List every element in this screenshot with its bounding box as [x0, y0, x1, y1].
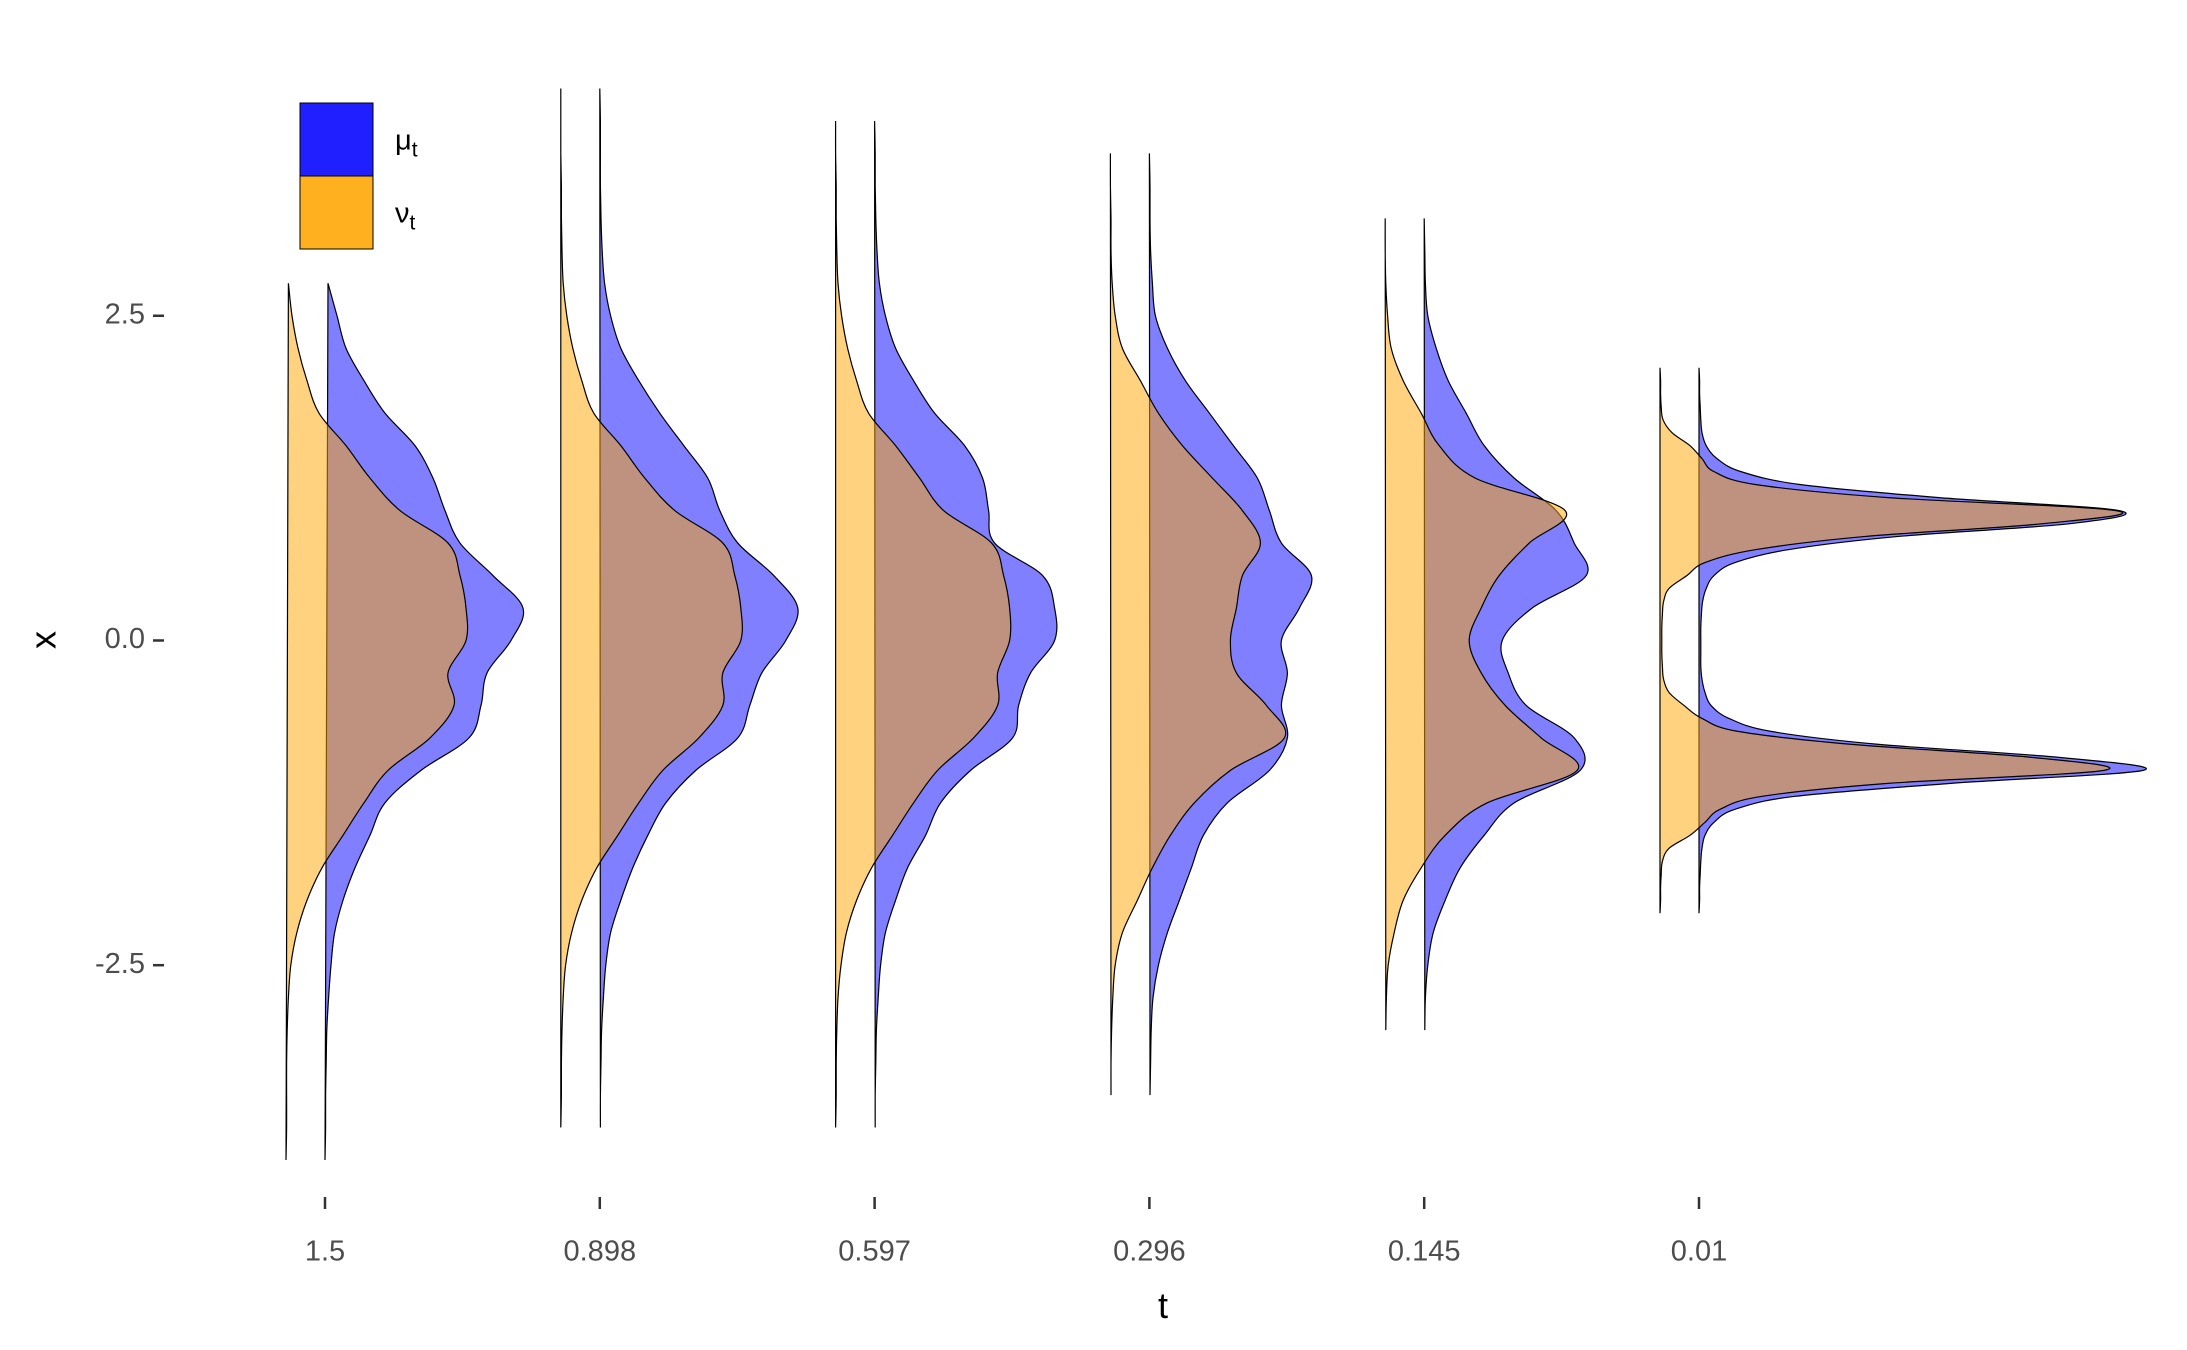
- y-axis-title: x: [23, 631, 64, 649]
- density-area: [1384, 218, 1580, 1031]
- density-area: [1423, 218, 1589, 1031]
- density-area: [1109, 153, 1287, 1096]
- legend-subscript: t: [410, 212, 416, 235]
- x-tick-label: 0.898: [564, 1236, 637, 1268]
- y-tick-label: 2.5: [105, 298, 145, 330]
- y-tick-label: -2.5: [95, 948, 145, 980]
- x-tick-label: 0.597: [838, 1236, 911, 1268]
- legend-label: νt: [395, 198, 416, 235]
- legend-name: μ: [395, 125, 412, 157]
- y-tick-label: 0.0: [105, 623, 145, 655]
- density-area: [834, 120, 1012, 1128]
- density-area: [285, 283, 469, 1161]
- x-tick-label: 0.01: [1671, 1236, 1727, 1268]
- legend-name: ν: [395, 198, 410, 230]
- legend-key: [299, 102, 374, 177]
- legend-label: μt: [395, 125, 418, 162]
- density-area: [560, 88, 743, 1128]
- x-tick-label: 1.5: [305, 1236, 345, 1268]
- density-area: [1659, 367, 2124, 914]
- x-tick-label: 0.296: [1113, 1236, 1186, 1268]
- legend-key: [299, 175, 374, 250]
- x-axis-title: t: [1158, 1285, 1168, 1326]
- legend-subscript: t: [412, 139, 418, 162]
- density-area: [1698, 367, 2147, 914]
- x-tick-label: 0.145: [1388, 1236, 1461, 1268]
